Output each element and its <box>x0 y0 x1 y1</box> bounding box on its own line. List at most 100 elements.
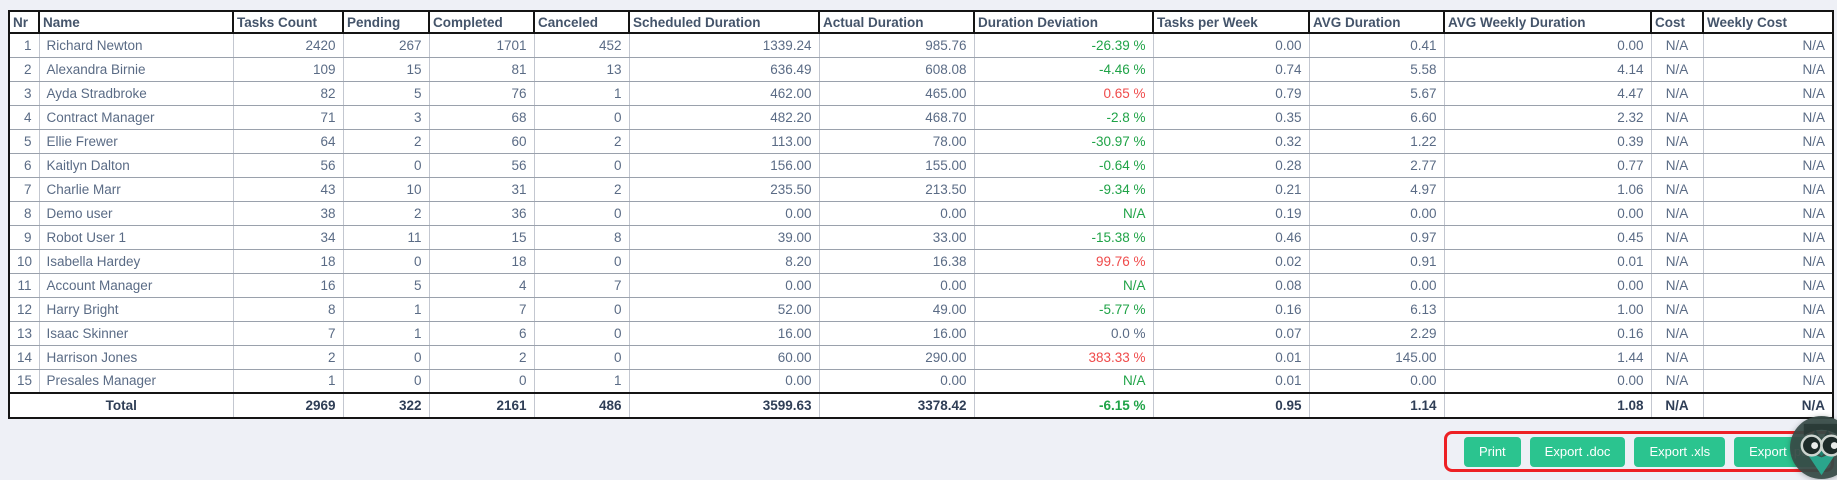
cell-canceled: 0 <box>534 153 630 178</box>
column-header-pending: Pending <box>343 11 430 34</box>
total-label: Total <box>9 392 234 418</box>
cell-scheduled-duration: 52.00 <box>629 297 820 322</box>
cell-duration-deviation: -30.97 % <box>974 129 1154 154</box>
table-row: 11 Account Manager 16 5 4 7 0.00 0.00 N/A 0.08 0.0… <box>9 273 1833 298</box>
export-toolbar-highlight: Print Export .doc Export .xls Export .pd… <box>1444 431 1834 472</box>
cell-tasks-per-week: 0.01 <box>1153 369 1310 394</box>
cell-name: Account Manager <box>39 273 234 298</box>
cell-cost: N/A <box>1651 297 1704 322</box>
cell-avg-weekly-duration: 0.77 <box>1444 153 1652 178</box>
cell-tasks-count: 64 <box>233 129 344 154</box>
cell-pending: 267 <box>343 33 430 58</box>
cell-avg-duration: 0.91 <box>1309 249 1445 274</box>
cell-name: Demo user <box>39 201 234 226</box>
cell-tasks-per-week: 0.08 <box>1153 273 1310 298</box>
cell-scheduled-duration: 235.50 <box>629 177 820 202</box>
cell-duration-deviation: 99.76 % <box>974 249 1154 274</box>
cell-name: Isabella Hardey <box>39 249 234 274</box>
cell-name: Robot User 1 <box>39 225 234 250</box>
cell-weekly-cost: N/A <box>1703 249 1833 274</box>
cell-name: Ayda Stradbroke <box>39 81 234 106</box>
cell-actual-duration: 78.00 <box>819 129 975 154</box>
cell-avg-weekly-duration: 0.00 <box>1444 201 1652 226</box>
table-header: Nr Name Tasks Count Pending Completed Cancele… <box>9 11 1833 34</box>
total-cell-actual-duration: 3378.42 <box>819 392 975 418</box>
cell-weekly-cost: N/A <box>1703 33 1833 58</box>
cell-scheduled-duration: 156.00 <box>629 153 820 178</box>
cell-canceled: 13 <box>534 57 630 82</box>
cell-pending: 1 <box>343 321 430 346</box>
cell-nr: 13 <box>9 321 40 346</box>
column-header-cost: Cost <box>1651 11 1704 34</box>
tasks-report-table: Nr Name Tasks Count Pending Completed Cancele… <box>8 10 1834 419</box>
print-button[interactable]: Print <box>1463 436 1521 467</box>
column-header-tasks-per-week: Tasks per Week <box>1153 11 1310 34</box>
cell-scheduled-duration: 462.00 <box>629 81 820 106</box>
cell-tasks-per-week: 0.35 <box>1153 105 1310 130</box>
column-header-name: Name <box>39 11 234 34</box>
cell-canceled: 1 <box>534 81 630 106</box>
cell-avg-weekly-duration: 0.01 <box>1444 249 1652 274</box>
total-cell-tasks-per-week: 0.95 <box>1153 392 1310 418</box>
cell-avg-weekly-duration: 4.47 <box>1444 81 1652 106</box>
cell-tasks-count: 8 <box>233 297 344 322</box>
assistant-mascot-button[interactable] <box>1790 416 1837 479</box>
cell-avg-duration: 0.97 <box>1309 225 1445 250</box>
cell-actual-duration: 468.70 <box>819 105 975 130</box>
cell-weekly-cost: N/A <box>1703 225 1833 250</box>
total-row: Total 2969 322 2161 486 3599.63 3378.42 -6.15 %… <box>9 392 1833 418</box>
cell-avg-duration: 0.41 <box>1309 33 1445 58</box>
export-xls-button[interactable]: Export .xls <box>1634 436 1726 467</box>
cell-scheduled-duration: 636.49 <box>629 57 820 82</box>
cell-tasks-count: 16 <box>233 273 344 298</box>
cell-canceled: 452 <box>534 33 630 58</box>
cell-tasks-per-week: 0.32 <box>1153 129 1310 154</box>
cell-name: Contract Manager <box>39 105 234 130</box>
cell-completed: 2 <box>429 345 535 370</box>
cell-pending: 5 <box>343 81 430 106</box>
cell-duration-deviation: 0.0 % <box>974 321 1154 346</box>
cell-pending: 1 <box>343 297 430 322</box>
cell-completed: 81 <box>429 57 535 82</box>
cell-avg-weekly-duration: 0.00 <box>1444 273 1652 298</box>
total-cell-avg-weekly-duration: 1.08 <box>1444 392 1652 418</box>
cell-actual-duration: 0.00 <box>819 369 975 394</box>
cell-scheduled-duration: 482.20 <box>629 105 820 130</box>
cell-canceled: 7 <box>534 273 630 298</box>
cell-name: Charlie Marr <box>39 177 234 202</box>
total-cell-pending: 322 <box>343 392 430 418</box>
cell-tasks-count: 43 <box>233 177 344 202</box>
cell-duration-deviation: -9.34 % <box>974 177 1154 202</box>
table-footer: Total 2969 322 2161 486 3599.63 3378.42 -6.15 %… <box>9 392 1833 418</box>
cell-tasks-count: 7 <box>233 321 344 346</box>
cell-avg-duration: 0.00 <box>1309 201 1445 226</box>
cell-cost: N/A <box>1651 129 1704 154</box>
cell-weekly-cost: N/A <box>1703 345 1833 370</box>
cell-avg-duration: 6.13 <box>1309 297 1445 322</box>
total-cell-canceled: 486 <box>534 392 630 418</box>
cell-cost: N/A <box>1651 153 1704 178</box>
total-cell-duration-deviation: -6.15 % <box>974 392 1154 418</box>
column-header-avg-weekly-duration: AVG Weekly Duration <box>1444 11 1652 34</box>
cell-duration-deviation: 383.33 % <box>974 345 1154 370</box>
cell-actual-duration: 0.00 <box>819 273 975 298</box>
cell-tasks-count: 2 <box>233 345 344 370</box>
table-row: 5 Ellie Frewer 64 2 60 2 113.00 78.00 -30.97 % 0.… <box>9 129 1833 154</box>
cell-cost: N/A <box>1651 345 1704 370</box>
cell-pending: 0 <box>343 153 430 178</box>
cell-avg-duration: 4.97 <box>1309 177 1445 202</box>
cell-name: Alexandra Birnie <box>39 57 234 82</box>
export-doc-button[interactable]: Export .doc <box>1529 436 1626 467</box>
cell-avg-weekly-duration: 0.00 <box>1444 369 1652 394</box>
cell-tasks-count: 71 <box>233 105 344 130</box>
cell-canceled: 1 <box>534 369 630 394</box>
table-row: 8 Demo user 38 2 36 0 0.00 0.00 N/A 0.19 0.00 0.00 N… <box>9 201 1833 226</box>
cell-weekly-cost: N/A <box>1703 81 1833 106</box>
cell-nr: 15 <box>9 369 40 394</box>
cell-cost: N/A <box>1651 201 1704 226</box>
cell-scheduled-duration: 113.00 <box>629 129 820 154</box>
cell-name: Kaitlyn Dalton <box>39 153 234 178</box>
cell-pending: 11 <box>343 225 430 250</box>
cell-cost: N/A <box>1651 225 1704 250</box>
cell-weekly-cost: N/A <box>1703 153 1833 178</box>
